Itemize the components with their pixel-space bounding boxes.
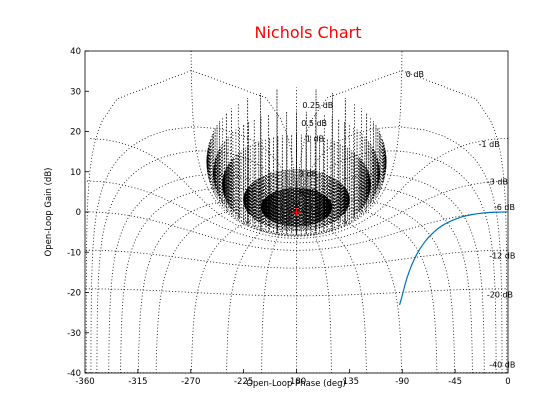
phase-contour-4 [296,187,473,374]
gain-contour-2 [222,134,371,235]
x-tick-label: -180 [287,377,306,387]
gain-contour-label: 6 dB [299,188,317,197]
x-tick-label: -135 [340,377,359,387]
phase-contour-6 [296,206,438,374]
phase-contour-5 [296,199,456,374]
y-tick-label: -10 [67,248,81,258]
phase-contour-14 [155,206,297,374]
x-tick-label: -315 [128,377,147,387]
phase-contour-2 [296,150,497,374]
phase-contour-20 [85,70,297,374]
x-tick-label: -90 [395,377,409,387]
x-tick-label: -360 [75,377,94,387]
gain-contour-10 [85,288,508,297]
gain-contour-label: -6 dB [494,203,515,212]
phase-contour-13 [191,211,297,374]
critical-point-layer [292,208,301,216]
x-axis-label: Open-Loop Phase (deg) [246,379,346,389]
gain-contour-label: 0 dB [406,70,424,79]
y-tick-label: 40 [70,47,81,57]
phase-contour-1 [296,126,503,374]
phase-contour-9 [296,211,332,374]
y-tick-label: -20 [67,289,81,299]
y-tick-label: 30 [70,87,81,97]
phase-contour-18 [96,150,297,374]
phase-contour-15 [137,199,297,374]
gain-contour-label: -40 dB [489,360,515,369]
chart-title: Nichols Chart [255,23,362,42]
x-tick-label: -225 [234,377,253,387]
gain-contour-4 [206,87,387,237]
y-tick-label: 0 [76,208,81,218]
series-line-0 [398,211,507,306]
phase-contour-0 [296,70,508,374]
gain-contour-label: 3 dB [299,170,317,179]
gain-contour-label: 1 dB [306,135,324,144]
gain-contour-label: 0.25 dB [302,101,333,110]
y-axis-label: Open-Loop Gain (dB) [44,168,54,257]
gain-contour-6 [90,138,509,239]
phase-contour-12 [226,211,297,374]
gain-contour-9 [85,249,508,269]
y-tick-label: 10 [70,168,81,178]
gain-contour-7 [87,180,509,244]
phase-contour-7 [296,211,402,374]
y-tick-label: -40 [67,369,81,379]
x-tick-label: -270 [181,377,200,387]
phase-contour-16 [120,187,297,374]
y-axis-ticks: 40 30 20 10 0 -10 -20 -30 -40 [67,47,89,379]
series-layer [398,211,507,306]
gain-contour-8 [86,211,509,251]
x-tick-label: -45 [448,377,462,387]
y-tick-label: 20 [70,128,81,138]
gain-contour-labels: 6 dB 3 dB 1 dB 0.5 dB 0.25 dB 0 dB -1 dB -3 dB -… [299,70,516,370]
gain-contour-label: -20 dB [487,290,513,299]
gain-contour-3 [212,111,381,236]
x-axis-ticks: -360 -315 -270 -225 -180 -135 -90 -45 0 [75,369,511,387]
x-tick-label: 0 [505,377,510,387]
gain-contour-label: -1 dB [479,140,500,149]
gain-contour-label: -3 dB [487,178,508,187]
phase-contour-19 [90,126,297,374]
gain-contour-label: 0.5 dB [301,119,327,128]
y-tick-label: -30 [67,329,81,339]
phase-contour-11 [261,211,297,374]
gain-contour-label: -12 dB [489,252,515,261]
